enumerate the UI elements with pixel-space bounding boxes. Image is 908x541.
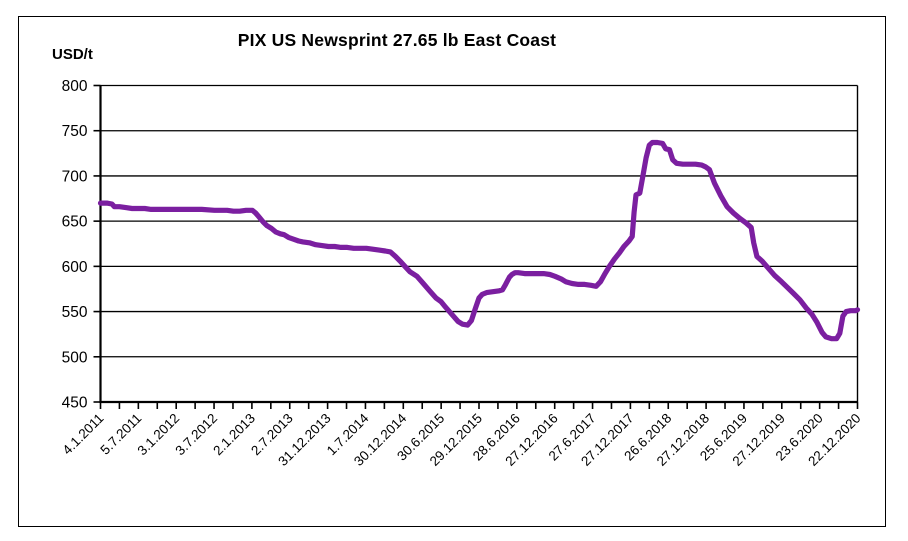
y-axis-unit-label: USD/t	[52, 46, 93, 63]
y-tick-label: 750	[62, 123, 88, 140]
y-tick-label: 700	[62, 168, 88, 185]
chart-frame	[18, 16, 886, 527]
price-line	[97, 139, 861, 342]
chart-title: PIX US Newsprint 27.65 lb East Coast	[237, 30, 557, 50]
y-tick-label: 600	[62, 259, 88, 276]
y-tick-label: 800	[62, 78, 88, 95]
y-tick-label: 550	[62, 304, 88, 321]
y-tick-label: 450	[62, 395, 88, 412]
y-tick-label: 650	[62, 214, 88, 231]
y-tick-label: 500	[62, 349, 88, 366]
